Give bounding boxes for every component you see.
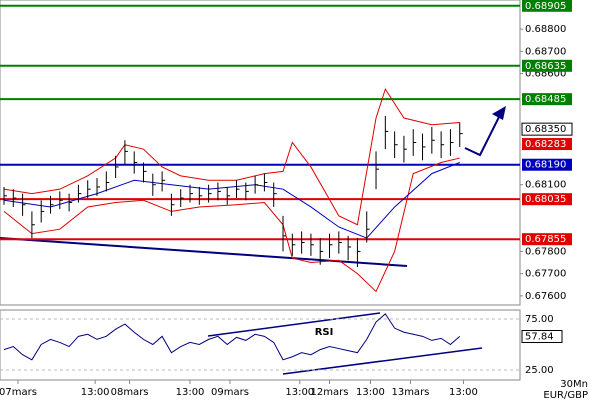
- x-tick-label: 09mars: [211, 387, 249, 398]
- x-tick-label: 12mars: [311, 387, 349, 398]
- level-box: [522, 59, 572, 72]
- upper-band: [3, 87, 460, 226]
- y-tick-label: 0.68800: [525, 24, 566, 35]
- y-tick-label: 0.67600: [525, 291, 566, 302]
- rsi-last-box: [521, 329, 563, 343]
- x-tick-label: 13:00: [81, 387, 110, 398]
- y-tick-label: 0.67700: [525, 269, 566, 280]
- x-tick-label: 08mars: [111, 387, 149, 398]
- arrow-head: [492, 106, 506, 120]
- x-tick-label: 13:00: [176, 387, 205, 398]
- moving-average: [3, 162, 460, 239]
- level-box: [522, 93, 572, 106]
- last-price: 0.68350: [525, 124, 566, 135]
- level-label: 0.68635: [525, 61, 566, 72]
- level-label: 0.68283: [525, 139, 566, 150]
- price-panel: [0, 0, 521, 306]
- y-tick-label: 75.00: [525, 314, 554, 325]
- y-tick-label: 0.67800: [525, 246, 566, 257]
- x-tick-label: 07mars: [0, 387, 37, 398]
- rsi-trend-line: [282, 347, 483, 375]
- level-label: 0.67855: [525, 234, 566, 245]
- y-tick-label: 0.68600: [525, 69, 566, 80]
- level-label: 0.68035: [525, 194, 566, 205]
- trend-line: [0, 237, 408, 267]
- forecast-arrow: [464, 114, 501, 157]
- x-tick-label: 13mars: [391, 387, 429, 398]
- y-tick-label: 0.68100: [525, 180, 566, 191]
- rsi-label: RSI: [315, 327, 334, 338]
- level-label: 0.68190: [525, 160, 566, 171]
- symbol: EUR/GBP: [543, 390, 588, 400]
- timeframe: 30Mn: [560, 379, 588, 390]
- level-box: [522, 0, 572, 12]
- rsi-last: 57.84: [525, 331, 554, 342]
- x-tick-label: 13:00: [449, 387, 478, 398]
- lower-band: [3, 157, 460, 293]
- x-tick-label: 13:00: [285, 387, 314, 398]
- level-box: [522, 233, 572, 246]
- rsi-panel: [0, 309, 521, 381]
- y-tick-label: 25.00: [525, 365, 554, 376]
- x-tick-label: 13:00: [356, 387, 385, 398]
- rsi-trend-line: [207, 312, 381, 337]
- level-box: [522, 138, 572, 151]
- level-label: 0.68485: [525, 94, 566, 105]
- y-tick-label: 0.68700: [525, 46, 566, 57]
- level-box: [522, 158, 572, 171]
- rsi-line: [3, 313, 461, 361]
- last-price-box: [521, 122, 573, 136]
- level-label: 0.68905: [525, 1, 566, 12]
- level-box: [522, 193, 572, 206]
